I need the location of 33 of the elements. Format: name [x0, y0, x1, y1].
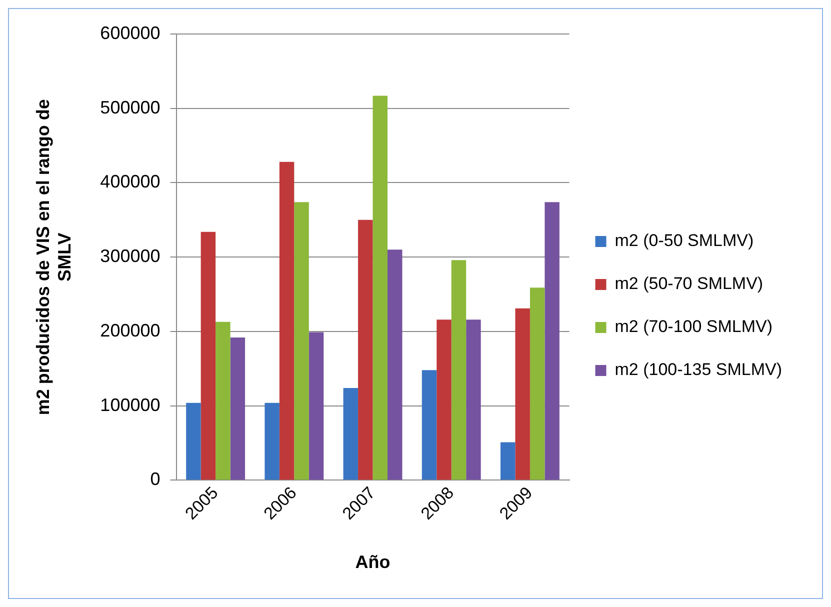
y-tick-label: 100000 — [100, 394, 160, 415]
bar — [230, 337, 246, 480]
bar — [422, 370, 437, 480]
bar — [186, 402, 201, 480]
bar — [451, 260, 466, 480]
bar — [200, 232, 216, 480]
bar — [264, 402, 280, 480]
bar — [466, 320, 481, 480]
y-tick-label: 300000 — [100, 246, 160, 266]
y-tick-label: 200000 — [100, 320, 160, 340]
bar — [372, 96, 388, 480]
legend-label: m2 (50-70 SMLMV) — [614, 274, 764, 294]
y-tick-label: 500000 — [100, 97, 160, 118]
bar — [279, 162, 294, 480]
bar — [436, 320, 452, 480]
bar — [515, 308, 530, 480]
bar — [388, 250, 402, 480]
legend-label: m2 (70-100 SMLMV) — [614, 317, 773, 336]
y-tick-label: 400000 — [100, 172, 160, 192]
legend-label: m2 (0-50 SMLMV) — [614, 231, 754, 250]
bar — [294, 202, 309, 480]
bar — [500, 442, 516, 480]
bar — [308, 332, 324, 480]
y-tick-label: 600000 — [100, 22, 160, 43]
bar — [216, 322, 230, 480]
bar — [358, 220, 373, 480]
x-axis-title: Año — [355, 552, 390, 572]
bar — [343, 388, 358, 480]
y-axis-title: m2 producidos de VIS en el rango de SMLV — [32, 99, 74, 416]
bar — [530, 288, 545, 480]
bar — [544, 202, 560, 480]
legend-label: m2 (100-135 SMLMV) — [614, 360, 782, 380]
y-tick-label: 0 — [150, 469, 160, 490]
